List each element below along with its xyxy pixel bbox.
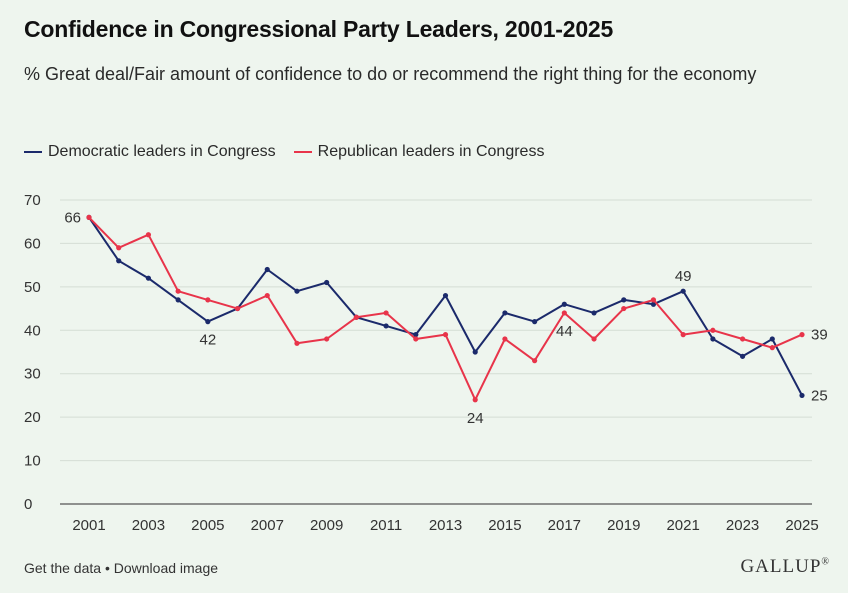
- rep-point-2002: [116, 245, 122, 251]
- rep-point-2017: [561, 310, 567, 316]
- dem-point-2004: [175, 297, 181, 303]
- rep-point-2009: [324, 336, 330, 342]
- y-tick-label-50: 50: [24, 279, 41, 296]
- legend-swatch-republican: [293, 151, 312, 153]
- rep-point-2015: [502, 336, 508, 342]
- y-tick-label-30: 30: [24, 366, 41, 383]
- dem-point-2025: [799, 392, 805, 399]
- x-tick-label-2023: 2023: [726, 517, 759, 534]
- data-label-dem-2025: 25: [811, 387, 828, 404]
- rep-point-2025: [799, 332, 805, 338]
- dem-point-2020: [650, 301, 657, 307]
- chart-subtitle: % Great deal/Fair amount of confidence t…: [24, 64, 757, 84]
- x-tick-label-2011: 2011: [370, 517, 402, 534]
- x-tick-label-2025: 2025: [785, 517, 818, 534]
- get-data-link[interactable]: Get the data: [24, 560, 102, 576]
- dem-point-2002: [116, 258, 122, 264]
- dem-point-2017: [561, 301, 567, 307]
- y-tick-label-40: 40: [24, 322, 41, 339]
- x-tick-label-2021: 2021: [666, 517, 699, 534]
- y-tick-label-70: 70: [24, 192, 41, 209]
- rep-point-2016: [532, 358, 538, 364]
- data-label-dem-2001: 66: [64, 209, 81, 226]
- rep-point-2019: [621, 305, 627, 312]
- dem-point-2011: [383, 323, 389, 329]
- dem-point-2003: [145, 275, 152, 281]
- chart-title: Confidence in Congressional Party Leader…: [24, 16, 614, 42]
- dem-point-2014: [472, 349, 478, 355]
- dem-point-2019: [621, 297, 627, 303]
- x-tick-label-2015: 2015: [488, 517, 521, 534]
- gallup-logo-mark: ®: [821, 556, 830, 568]
- gallup-logo-text: GALLUP: [740, 556, 822, 577]
- rep-point-2021: [680, 332, 686, 338]
- x-tick-label-2003: 2003: [132, 517, 165, 534]
- x-tick-label-2001: 2001: [72, 517, 105, 534]
- x-tick-label-2017: 2017: [548, 517, 581, 534]
- y-tick-label-0: 0: [24, 496, 32, 513]
- dem-point-2024: [769, 336, 775, 342]
- series-line-democratic: [88, 216, 803, 396]
- rep-point-2011: [383, 310, 389, 316]
- y-tick-label-10: 10: [24, 453, 41, 470]
- footer: Get the data • Download image: [24, 560, 218, 576]
- rep-point-2010: [353, 314, 359, 320]
- rep-point-2005: [205, 297, 211, 303]
- rep-point-2012: [413, 336, 419, 342]
- legend-item-republican: Republican leaders in Congress: [293, 143, 545, 161]
- rep-point-2024: [769, 345, 775, 351]
- data-label-rep-2014: 24: [467, 410, 484, 427]
- footer-separator: •: [104, 560, 110, 576]
- rep-point-2003: [145, 232, 152, 238]
- x-tick-label-2005: 2005: [191, 517, 224, 534]
- dem-point-2013: [442, 292, 449, 299]
- rep-point-2018: [591, 336, 597, 342]
- download-image-link[interactable]: Download image: [113, 560, 219, 576]
- rep-point-2007: [264, 292, 270, 299]
- dem-point-2022: [710, 336, 716, 342]
- dem-point-2023: [739, 353, 746, 359]
- rep-point-2023: [739, 336, 746, 342]
- rep-point-2001: [86, 214, 92, 220]
- rep-point-2022: [710, 327, 716, 333]
- data-label-rep-2017: 44: [556, 323, 573, 340]
- rep-point-2014: [472, 397, 478, 403]
- x-tick-label-2019: 2019: [607, 517, 640, 534]
- dem-point-2012: [413, 332, 419, 338]
- x-tick-label-2007: 2007: [251, 517, 284, 534]
- rep-point-2020: [650, 297, 657, 303]
- dem-point-2007: [264, 266, 270, 273]
- dem-point-2021: [680, 288, 686, 294]
- dem-point-2016: [532, 319, 538, 325]
- rep-point-2013: [442, 332, 449, 338]
- x-tick-label-2013: 2013: [429, 517, 462, 534]
- legend-label-democratic: Democratic leaders in Congress: [48, 143, 276, 160]
- rep-point-2004: [175, 288, 181, 294]
- legend: Democratic leaders in Congress Republica…: [24, 143, 562, 161]
- rep-point-2006: [234, 305, 241, 312]
- dem-point-2008: [294, 288, 300, 294]
- y-tick-label-20: 20: [24, 409, 41, 426]
- dem-point-2005: [205, 319, 211, 325]
- dem-point-2009: [324, 279, 330, 286]
- y-tick-label-60: 60: [24, 235, 41, 252]
- legend-swatch-democratic: [24, 151, 42, 153]
- legend-label-republican: Republican leaders in Congress: [317, 143, 545, 160]
- data-label-dem-2021: 49: [675, 268, 692, 285]
- legend-item-democratic: Democratic leaders in Congress: [24, 143, 276, 161]
- data-label-rep-2025: 39: [811, 327, 828, 344]
- rep-point-2008: [294, 340, 300, 346]
- dem-point-2015: [502, 310, 508, 316]
- gallup-logo: GALLUP®: [740, 556, 830, 578]
- dem-point-2018: [591, 310, 597, 316]
- data-label-dem-2005: 42: [199, 332, 216, 349]
- x-tick-label-2009: 2009: [310, 517, 343, 534]
